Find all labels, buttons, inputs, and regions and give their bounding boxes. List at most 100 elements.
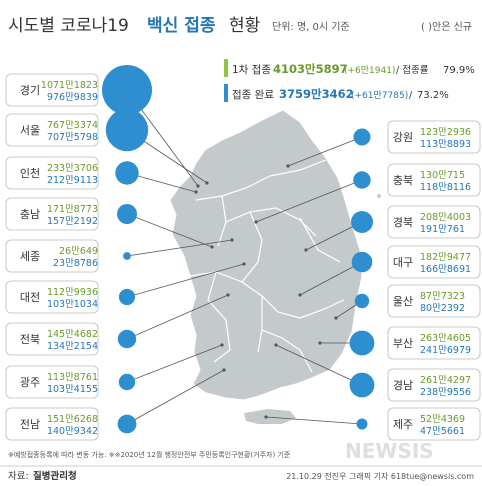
region-name-경남: 경남 — [393, 379, 413, 392]
leader-line-대구 — [299, 261, 363, 296]
region-name-강원: 강원 — [393, 131, 413, 144]
region-full-제주: 47만5661 — [420, 426, 465, 437]
region-first-강원: 123만2936 — [420, 127, 471, 138]
bubble-충남 — [117, 204, 137, 224]
region-full-전북: 134만2154 — [47, 341, 98, 352]
leader-line-인천 — [126, 172, 197, 193]
region-name-대구: 대구 — [393, 256, 413, 269]
leader-line-세종 — [126, 239, 233, 257]
bubble-대전 — [118, 288, 136, 306]
region-card-인천 — [5, 156, 99, 190]
leader-dot-전북 — [226, 293, 230, 297]
leader-dot-부산 — [318, 341, 322, 345]
region-full-전남: 140만9342 — [47, 426, 98, 437]
region-card-전남 — [5, 407, 99, 441]
region-full-대구: 166만8691 — [420, 264, 471, 275]
region-bubbles — [102, 65, 375, 434]
region-card-광주 — [5, 365, 99, 399]
first-dose-accent — [224, 59, 228, 77]
province-borders — [189, 159, 345, 373]
region-first-충남: 171만8773 — [47, 204, 98, 215]
leader-line-충남 — [126, 213, 213, 248]
region-first-광주: 113만8761 — [47, 372, 98, 383]
region-name-광주: 광주 — [20, 376, 40, 389]
leader-dot-광주 — [220, 343, 224, 347]
region-first-세종: 26만649 — [59, 246, 98, 257]
korea-map — [169, 109, 381, 424]
unit-label: 단위: 명, 0시 기준 — [272, 20, 350, 33]
bubble-전북 — [117, 329, 137, 349]
region-full-충남: 157만2192 — [47, 216, 98, 227]
first-dose-rate: 79.9% — [443, 65, 475, 76]
jeju-island — [244, 409, 296, 424]
region-first-울산: 87만7323 — [420, 291, 465, 302]
region-name-충남: 충남 — [20, 208, 40, 221]
region-name-제주: 제주 — [393, 418, 413, 431]
region-name-세종: 세종 — [20, 250, 40, 263]
region-full-경북: 191만761 — [420, 224, 465, 235]
leader-dot-인천 — [194, 190, 198, 194]
region-card-세종 — [5, 239, 99, 273]
region-name-전북: 전북 — [20, 333, 40, 346]
source-label: 자료: — [8, 471, 29, 482]
region-first-전남: 151만6268 — [47, 414, 98, 425]
region-first-대구: 182만9477 — [420, 252, 471, 263]
leader-line-대전 — [126, 263, 245, 298]
note-label: ( )안은 신규 — [421, 21, 472, 33]
region-first-경북: 208만4003 — [420, 212, 471, 223]
footer-note: ※예방접종등록에 따라 변동 가능. ※※2020년 12월 행정안전부 주민등… — [8, 450, 291, 459]
region-first-충북: 130만715 — [420, 170, 465, 181]
title-tail: 현황 — [229, 16, 260, 36]
region-card-강원 — [387, 120, 481, 154]
leader-dot-제주 — [264, 415, 268, 419]
leader-dot-대구 — [298, 293, 302, 297]
mainland-shape — [169, 109, 363, 401]
watermark: NEWSIS — [345, 439, 434, 463]
region-card-충북 — [387, 163, 481, 197]
region-card-제주 — [387, 407, 481, 441]
region-card-대구 — [387, 245, 481, 279]
region-first-부산: 263만4605 — [420, 333, 471, 344]
source-name: 질병관리청 — [33, 470, 77, 482]
region-full-세종: 23만8786 — [53, 258, 98, 269]
bubble-부산 — [349, 330, 375, 356]
credit-line: 21.10.29 전진우 그래픽 기자 618tue@newsis.com — [286, 471, 474, 481]
bubble-강원 — [353, 128, 371, 146]
bubble-경북 — [351, 211, 373, 233]
region-card-서울 — [5, 113, 99, 147]
bubble-전남 — [117, 414, 137, 434]
leader-dot-전남 — [222, 368, 226, 372]
region-card-전북 — [5, 322, 99, 356]
region-card-경남 — [387, 368, 481, 402]
bubble-제주 — [356, 418, 368, 430]
region-name-인천: 인천 — [20, 166, 40, 180]
summary-panel: 1차 접종 4103만5897 (+6만1941) / 접종률 79.9% 접종… — [224, 59, 475, 102]
region-first-제주: 52만4369 — [420, 414, 465, 425]
region-first-인천: 233만3706 — [47, 163, 98, 174]
first-dose-label: 1차 접종 — [232, 64, 271, 76]
region-name-충북: 충북 — [393, 174, 413, 187]
region-full-충북: 118만8116 — [420, 182, 471, 193]
leader-dot-경기 — [196, 184, 200, 188]
region-first-서울: 767만3374 — [47, 120, 98, 131]
bubble-경기 — [102, 65, 152, 115]
region-full-울산: 80만2392 — [420, 303, 465, 314]
first-dose-rate-label: / 접종률 — [396, 64, 429, 76]
full-dose-rate-label: / — [409, 90, 413, 101]
region-full-경남: 238만9556 — [420, 387, 471, 398]
leader-line-전북 — [126, 294, 229, 340]
bubble-서울 — [105, 108, 149, 152]
first-dose-total: 4103만5897 — [273, 62, 348, 76]
region-card-경북 — [387, 205, 481, 239]
leader-dot-서울 — [205, 181, 209, 185]
bubble-광주 — [118, 373, 136, 391]
region-full-대전: 103만1034 — [47, 299, 98, 310]
region-first-전북: 145만4682 — [47, 329, 98, 340]
region-name-울산: 울산 — [393, 295, 413, 308]
bubble-경남 — [349, 372, 375, 398]
leader-dot-세종 — [230, 238, 234, 242]
full-dose-new: (+61만7785) — [351, 90, 408, 101]
ulleung-island — [377, 194, 381, 198]
